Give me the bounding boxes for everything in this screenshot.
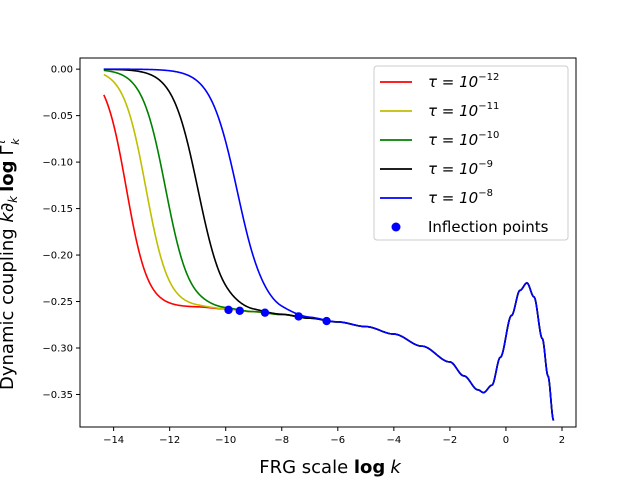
y-tick-label: −0.25 [42, 297, 73, 308]
x-tick-label: −2 [443, 435, 458, 446]
x-tick-label: 0 [503, 435, 509, 446]
inflection-point-5 [322, 316, 331, 326]
x-tick-label: 2 [559, 435, 565, 446]
y-tick-label: 0.00 [51, 65, 73, 76]
y-tick-label: −0.35 [42, 390, 73, 401]
x-tick-label: −8 [274, 435, 289, 446]
inflection-point-1 [224, 305, 233, 315]
legend-label-4: τ = 10−9 [428, 159, 493, 178]
inflection-point-3 [260, 308, 270, 317]
y-ticks: 0.00 −0.05 −0.10 −0.15 −0.20 −0.25 −0.30 −0.35 [42, 65, 80, 401]
inflection-point-2 [235, 306, 244, 316]
y-tick-label: −0.30 [42, 343, 73, 354]
plot-frame [79, 57, 577, 428]
inflection-points [224, 305, 331, 326]
legend-entries: τ = 10−12 τ = 10−11 τ = 10−10 τ = 10−9 τ = 1… [380, 72, 549, 236]
y-tick-label: −0.20 [42, 251, 73, 262]
x-tick-label: −6 [330, 435, 345, 446]
y-axis-label: Dynamic coupling k∂klogΓτk [0, 138, 22, 390]
legend-label-inflection: Inflection points [428, 218, 549, 236]
x-tick-label: −12 [159, 435, 180, 446]
legend-label-3: τ = 10−10 [428, 130, 499, 149]
inflection-point-4 [294, 312, 303, 321]
x-axis-label: FRG scale log k [259, 457, 402, 478]
legend: τ = 10−12 τ = 10−11 τ = 10−10 τ = 10−9 τ = 1… [373, 65, 569, 241]
x-tick-label: −4 [386, 435, 401, 446]
x-tick-label: −10 [215, 435, 236, 446]
y-tick-label: −0.10 [42, 158, 73, 169]
legend-label-5: τ = 10−8 [428, 188, 493, 207]
legend-label-1: τ = 10−12 [428, 72, 499, 91]
x-tick-label: −14 [103, 435, 124, 446]
legend-label-2: τ = 10−11 [428, 101, 499, 120]
legend-swatch-inflection [391, 222, 401, 232]
y-tick-label: −0.15 [42, 204, 73, 215]
legend-box [373, 65, 569, 241]
x-ticks: −14 −12 −10 −8 −6 −4 −2 0 2 [103, 427, 565, 446]
y-tick-label: −0.05 [42, 111, 73, 122]
